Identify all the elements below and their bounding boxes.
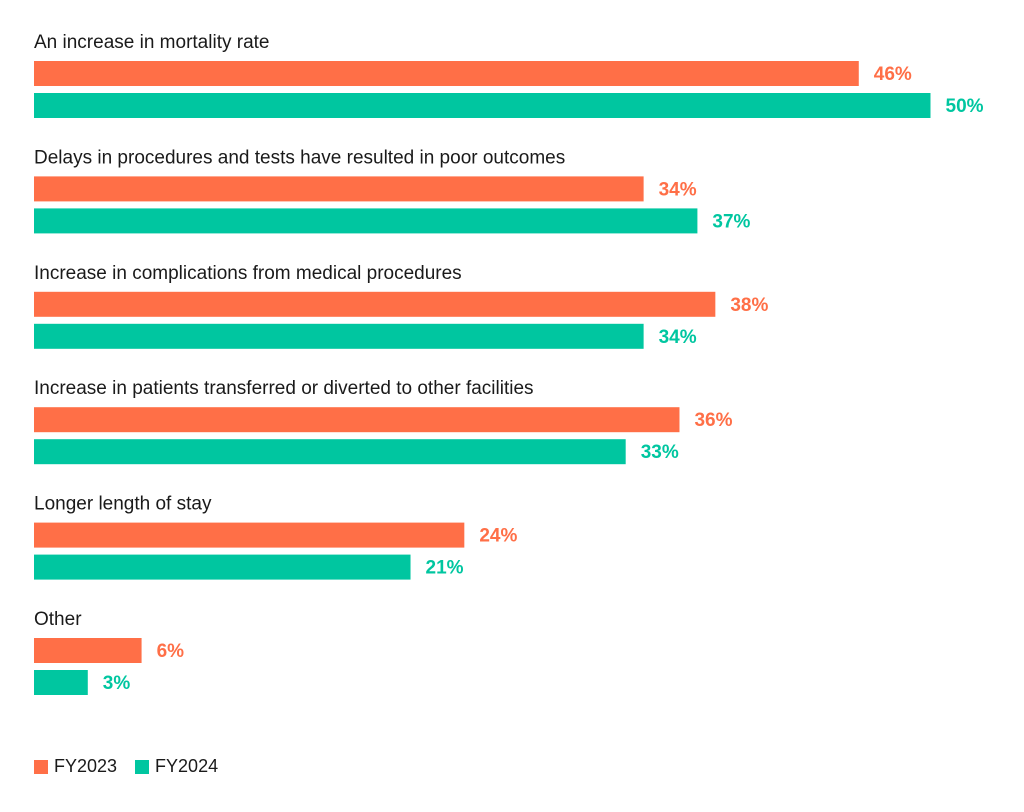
bar-fy2024 [34,439,626,465]
value-label-fy2024: 34% [659,327,697,348]
legend-swatch-fy2024 [135,759,150,774]
category-label: Longer length of stay [34,494,212,515]
value-label-fy2024: 3% [103,673,131,694]
value-label-fy2023: 46% [874,64,912,85]
category-label: Delays in procedures and tests have resu… [34,147,565,168]
bar-fy2023 [34,176,644,202]
category-group: An increase in mortality rate 46% 50% [34,32,984,118]
category-label: An increase in mortality rate [34,32,270,53]
bar-fy2024 [34,93,931,118]
category-group: Increase in complications from medical p… [34,263,768,349]
category-label: Increase in complications from medical p… [34,263,462,284]
value-label-fy2023: 34% [659,179,697,200]
legend-label-fy2024: FY2024 [155,756,219,776]
category-group: Longer length of stay 24% 21% [34,494,517,580]
value-label-fy2023: 6% [157,641,185,662]
bar-fy2023 [34,522,465,548]
bar-fy2024 [34,670,88,695]
bar-fy2023 [34,638,142,663]
legend-swatch-fy2023 [34,759,48,774]
bar-fy2024 [34,554,411,580]
category-label: Other [34,609,82,630]
legend-label-fy2023: FY2023 [54,756,118,776]
category-label: Increase in patients transferred or dive… [34,378,534,399]
value-label-fy2024: 50% [946,96,984,117]
bar-fy2023 [34,291,716,317]
category-group: Delays in procedures and tests have resu… [34,147,751,234]
value-label-fy2023: 38% [730,295,768,316]
value-label-fy2024: 21% [426,558,464,579]
legend-item-fy2023: FY2023 [34,756,117,777]
category-group: Other 6% 3% [34,609,184,695]
value-label-fy2023: 36% [694,410,732,431]
value-label-fy2024: 33% [641,442,679,463]
category-group: Increase in patients transferred or dive… [34,378,733,465]
value-label-fy2023: 24% [479,526,517,547]
value-label-fy2024: 37% [712,211,750,232]
bar-fy2024 [34,208,698,234]
legend-item-fy2024: FY2024 [135,756,218,777]
legend: FY2023 FY2024 [34,756,236,777]
bar-fy2024 [34,323,644,349]
bar-fy2023 [34,61,859,86]
bar-fy2023 [34,407,680,433]
